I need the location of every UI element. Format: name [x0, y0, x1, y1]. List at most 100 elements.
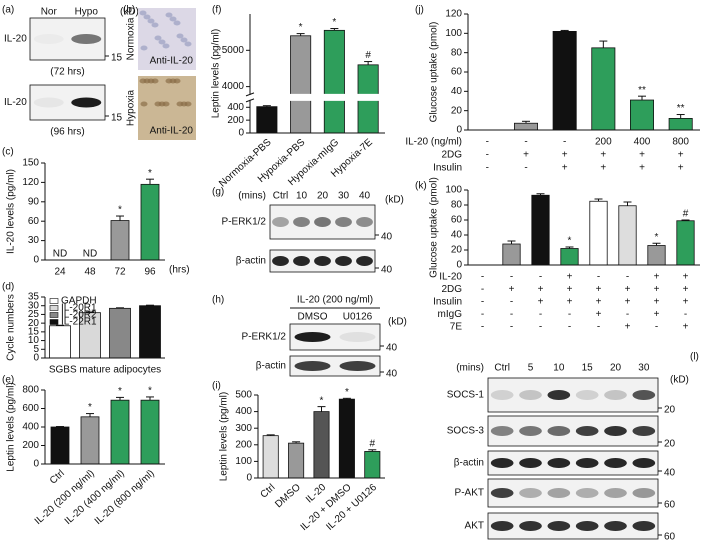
panel-label: (j) [415, 5, 424, 16]
band [356, 256, 373, 266]
band [490, 390, 514, 400]
condition-value: + [567, 272, 573, 283]
y-tick-label: 400 [22, 422, 39, 433]
annotation: * [148, 168, 152, 179]
band [547, 521, 571, 531]
condition-value: + [683, 284, 689, 295]
panel-label: (b) [123, 5, 135, 16]
bar [49, 325, 71, 359]
row-label: IL-20 [4, 97, 27, 108]
x-tick-label: Ctrl [48, 468, 67, 487]
lane-label: 40 [359, 191, 371, 202]
bar [531, 194, 550, 266]
lane-label: 30 [638, 363, 650, 374]
condition-value: - [510, 272, 513, 283]
marker-label: 20 [664, 405, 676, 416]
annotation: ND [83, 249, 97, 260]
cell [162, 43, 170, 49]
band [490, 426, 514, 436]
annotation: * [320, 395, 324, 406]
y-tick-label: 90 [28, 196, 40, 207]
band [293, 217, 310, 227]
condition-value: + [562, 150, 568, 161]
band [547, 488, 571, 498]
band [519, 488, 542, 498]
panel-label: (h) [212, 295, 224, 306]
unit-label: (kD) [388, 317, 407, 328]
band [272, 256, 289, 266]
condition-name: Insulin [433, 163, 462, 174]
row-caption: (96 hrs) [50, 127, 84, 138]
band [547, 390, 571, 400]
cell [173, 20, 181, 26]
band [356, 217, 373, 227]
condition-value: + [600, 163, 606, 174]
axis-break-mark [245, 98, 255, 103]
marker-label: 40 [381, 265, 393, 276]
condition-value: - [597, 272, 600, 283]
band [71, 34, 102, 44]
marker-label: 40 [386, 343, 398, 354]
y-tick-label: 400 [227, 102, 244, 113]
annotation: ** [638, 85, 646, 96]
axis-break [246, 93, 387, 101]
band [314, 256, 331, 266]
condition-value: - [524, 137, 527, 148]
band [575, 521, 599, 531]
row-caption: (72 hrs) [50, 67, 84, 78]
y-axis-label: Leptin levels (pg/ml) [6, 382, 17, 471]
bar [139, 305, 161, 359]
cell [139, 10, 147, 16]
y-tick-label: 80 [451, 200, 463, 211]
condition-value: - [539, 272, 542, 283]
band [490, 521, 514, 531]
bar [630, 99, 655, 131]
band [294, 332, 331, 342]
marker-label: 40 [664, 468, 676, 479]
cell [151, 78, 159, 84]
lane-label: Ctrl [273, 191, 289, 202]
image-caption: Anti-IL-20 [150, 56, 194, 67]
condition-value: - [684, 309, 687, 320]
bar [552, 30, 577, 131]
y-axis-label: Leptin levels (pg/ml) [219, 392, 230, 481]
y-tick-label: 500 [235, 390, 252, 401]
band [34, 34, 64, 44]
annotation: * [345, 387, 349, 398]
band [604, 426, 627, 436]
y-tick-label: 20 [28, 318, 40, 329]
annotation: * [299, 22, 303, 33]
blot-strip [487, 512, 659, 540]
band [632, 488, 656, 498]
bar [647, 245, 666, 266]
lane-label: 20 [610, 363, 622, 374]
condition-value: - [563, 137, 566, 148]
lane-label: 5 [528, 363, 534, 374]
band [575, 426, 599, 436]
unit-label: (kD) [120, 7, 139, 18]
condition-value: + [596, 309, 602, 320]
annotation: * [332, 17, 336, 28]
row-label: IL-20 [4, 34, 27, 45]
condition-value: + [562, 163, 568, 174]
annotation: * [568, 236, 572, 247]
x-tick-label: Ctrl [259, 482, 278, 501]
y-tick-label: 60 [451, 67, 463, 78]
condition-value: + [596, 284, 602, 295]
cell [147, 18, 155, 24]
band [604, 458, 627, 468]
lane-label: 15 [582, 363, 594, 374]
y-tick-label: 0 [456, 260, 462, 271]
y-tick-label: 20 [451, 245, 463, 256]
panel-label: (f) [212, 5, 221, 16]
row-label: β-actin [454, 458, 484, 469]
condition-value: + [509, 284, 515, 295]
micrograph [138, 76, 196, 140]
condition-value: + [654, 297, 660, 308]
y-tick-label: 40 [451, 230, 463, 241]
lane-label: Hypo [75, 7, 99, 18]
annotation: # [683, 209, 689, 220]
bar [110, 220, 130, 261]
annotation: * [655, 232, 659, 243]
x-tick-label: DMSO [273, 482, 303, 510]
